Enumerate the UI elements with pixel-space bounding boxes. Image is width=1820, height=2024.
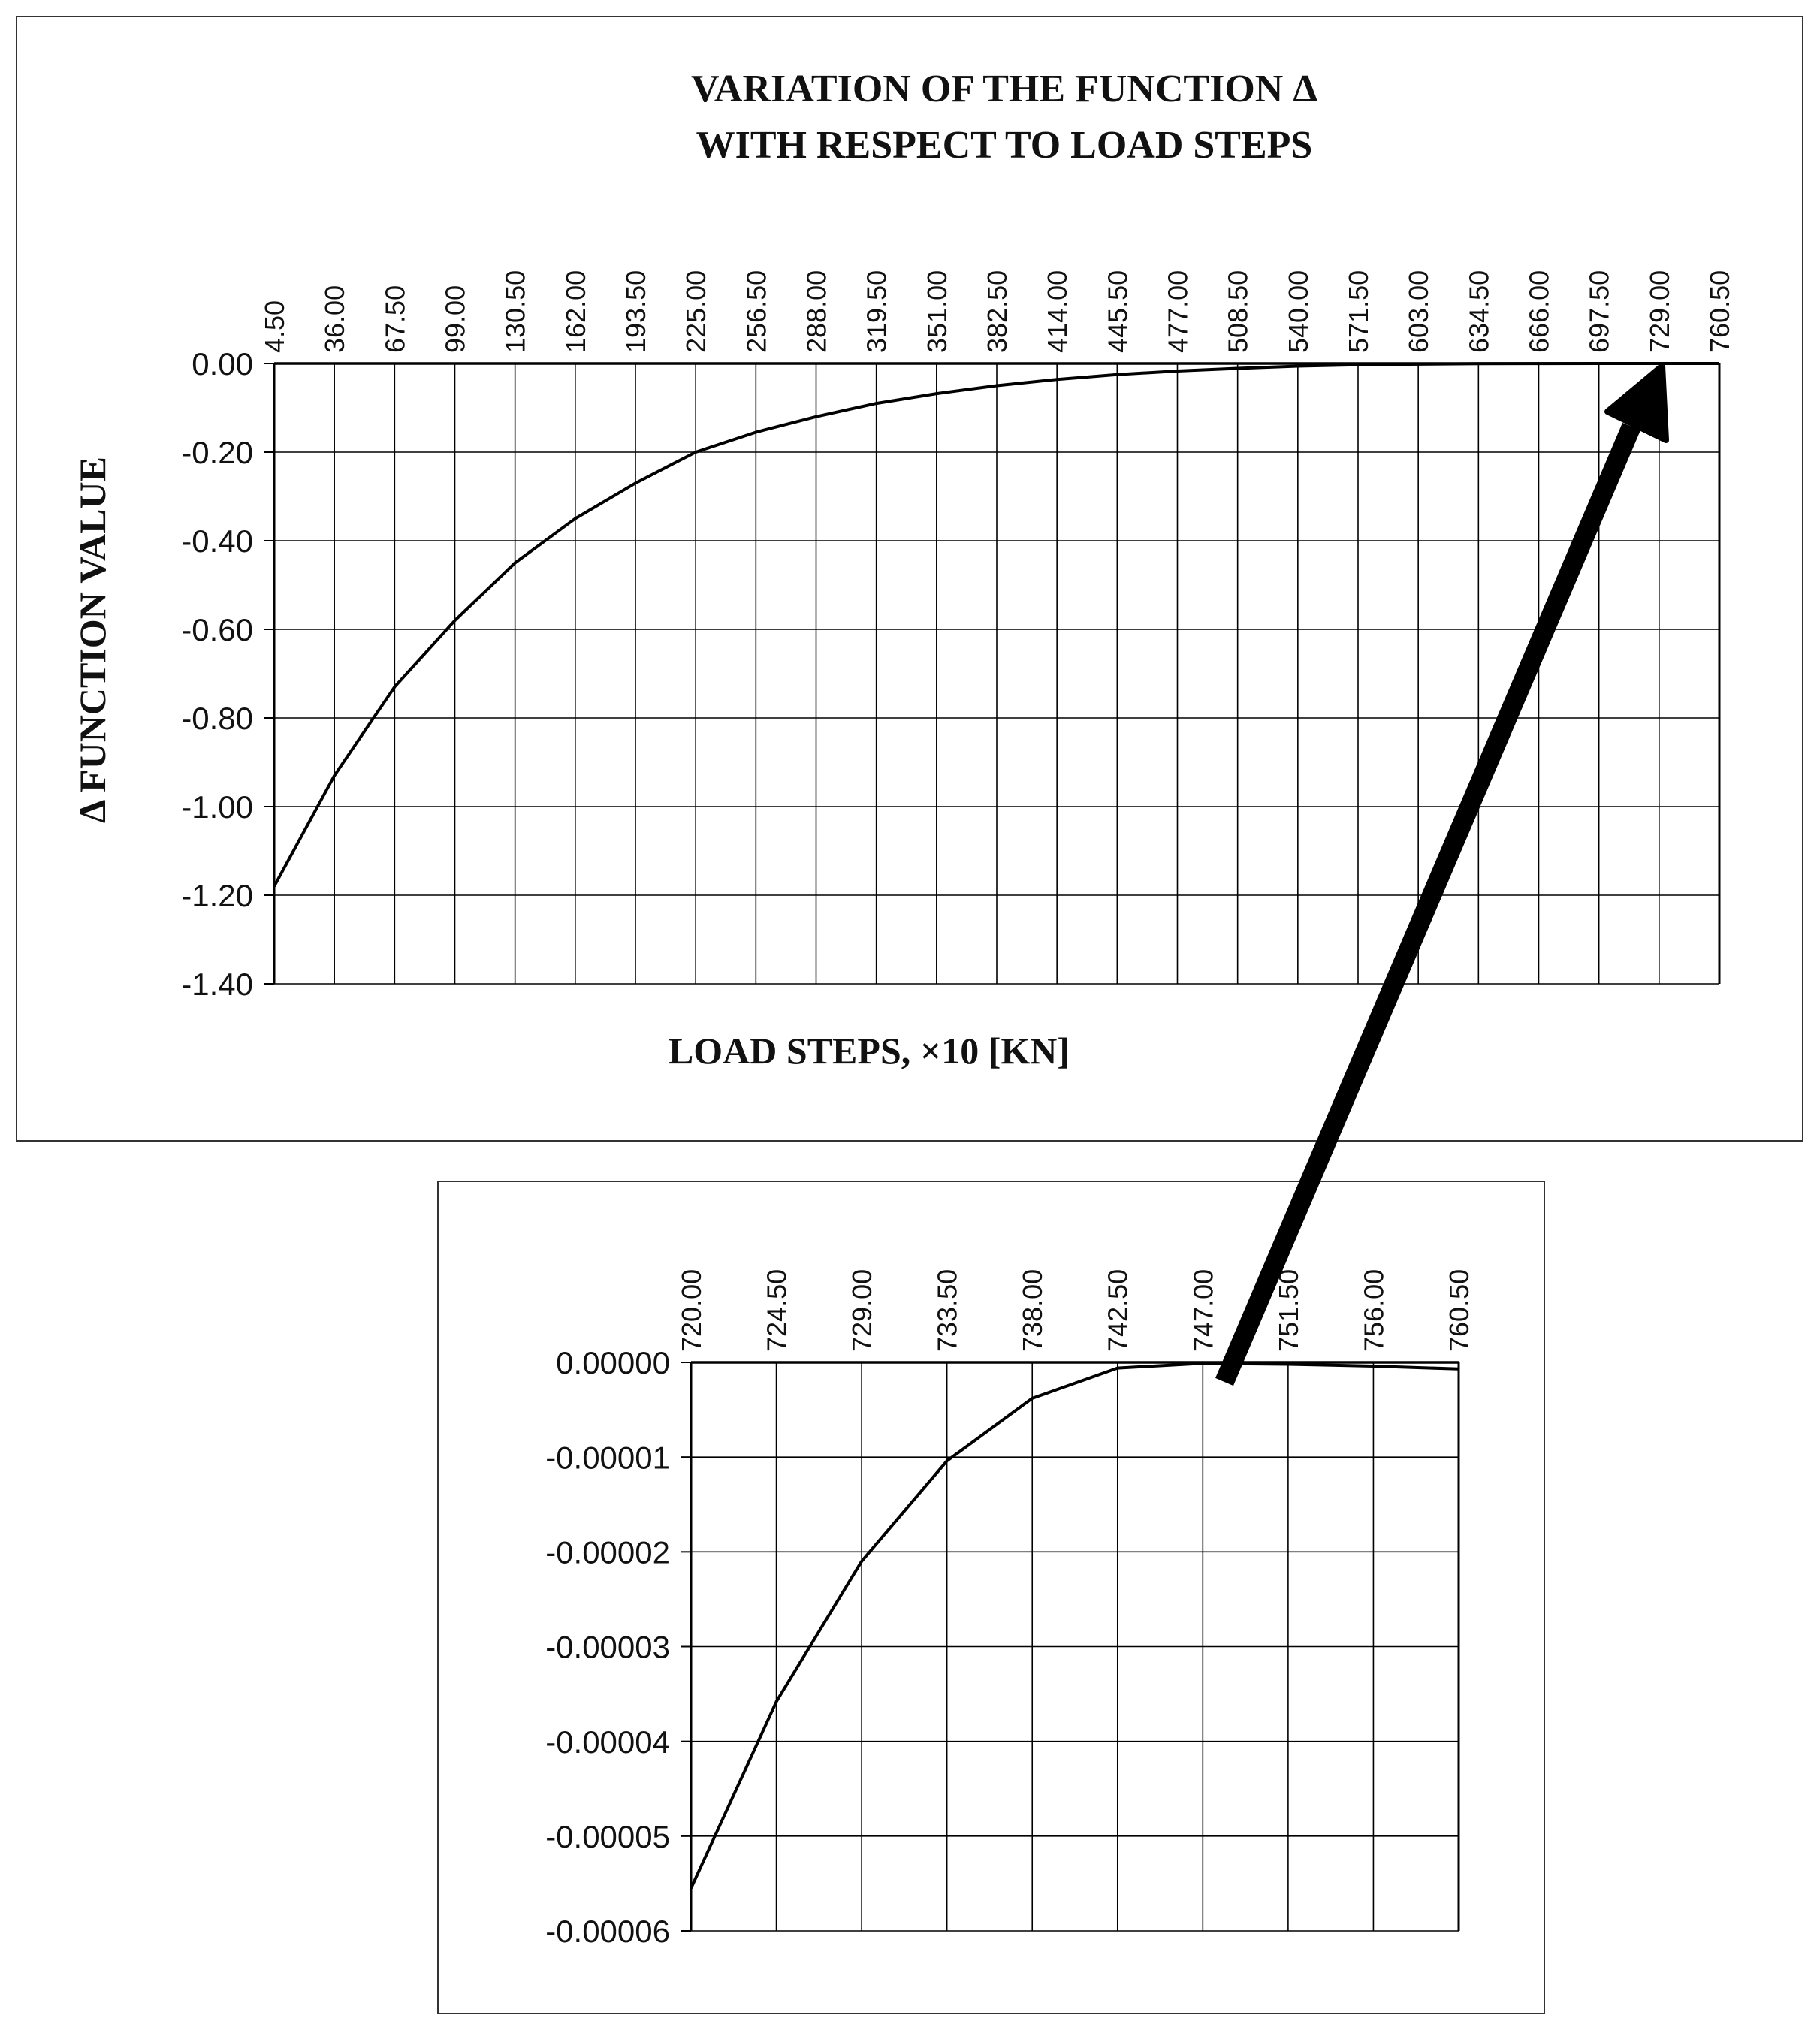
main-x-tick-label: 760.50 bbox=[1704, 270, 1735, 353]
main-y-tick-label: -0.60 bbox=[181, 612, 253, 647]
inset-chart-grid bbox=[681, 1361, 1460, 1932]
inset-y-tick-label: -0.00003 bbox=[545, 1630, 670, 1665]
main-x-tick-label: 666.00 bbox=[1523, 270, 1554, 353]
inset-chart-x-tick-labels: 720.00 724.50 729.00 733.50 738.00 742.50 747.… bbox=[676, 1269, 1474, 1352]
inset-y-tick-label: -0.00001 bbox=[545, 1440, 670, 1475]
main-x-tick-label: 571.50 bbox=[1343, 270, 1374, 353]
main-x-tick-label: 319.50 bbox=[862, 270, 892, 353]
inset-chart-frame bbox=[437, 1181, 1545, 2014]
main-chart-x-tick-labels: 4.50 36.00 67.50 99.00 130.50 162.00 193.50 225… bbox=[259, 270, 1735, 353]
main-x-tick-label: 477.00 bbox=[1162, 270, 1193, 353]
main-x-tick-label: 99.00 bbox=[439, 285, 470, 353]
zoom-arrow-head bbox=[1604, 363, 1669, 443]
inset-y-tick-label: -0.00006 bbox=[545, 1914, 670, 1949]
main-x-tick-label: 508.50 bbox=[1223, 270, 1254, 353]
main-x-tick-label: 445.50 bbox=[1102, 270, 1133, 353]
main-x-tick-label: 193.50 bbox=[620, 270, 651, 353]
main-x-tick-label: 36.00 bbox=[319, 285, 350, 353]
inset-x-tick-label: 720.00 bbox=[676, 1269, 707, 1352]
inset-y-tick-label: -0.00002 bbox=[545, 1534, 670, 1570]
main-chart-grid bbox=[264, 362, 1721, 985]
main-chart-frame bbox=[16, 16, 1803, 1142]
main-chart-x-axis-label: LOAD STEPS, ×10 [KN] bbox=[669, 1030, 1070, 1072]
main-x-tick-label: 540.00 bbox=[1283, 270, 1314, 353]
inset-x-tick-label: 729.00 bbox=[847, 1269, 877, 1352]
inset-series-line-0 bbox=[690, 1362, 1459, 1890]
main-x-tick-label: 162.00 bbox=[560, 270, 591, 353]
main-x-tick-label: 414.00 bbox=[1042, 270, 1073, 353]
main-x-tick-label: 225.00 bbox=[681, 270, 711, 353]
main-chart-title: VARIATION OF THE FUNCTION Δ bbox=[691, 68, 1317, 110]
inset-chart-series bbox=[690, 1362, 1459, 1890]
inset-x-tick-label: 751.50 bbox=[1273, 1269, 1304, 1352]
main-x-tick-label: 729.00 bbox=[1644, 270, 1675, 353]
main-x-tick-label: 130.50 bbox=[500, 270, 531, 353]
inset-x-tick-label: 733.50 bbox=[932, 1269, 963, 1352]
main-x-tick-label: 256.50 bbox=[741, 270, 771, 353]
inset-y-tick-label: -0.00005 bbox=[545, 1819, 670, 1854]
main-x-tick-label: 382.50 bbox=[982, 270, 1013, 353]
main-chart-y-axis-label: Δ FUNCTION VALUE bbox=[71, 457, 113, 823]
main-x-tick-label: 67.50 bbox=[379, 285, 410, 353]
inset-chart-y-tick-labels: 0.00000 -0.00001 -0.00002 -0.00003 -0.00004 -… bbox=[545, 1345, 670, 1949]
main-y-tick-label: -0.40 bbox=[181, 523, 253, 559]
inset-y-tick-label: 0.00000 bbox=[556, 1345, 670, 1380]
zoom-arrow bbox=[1215, 363, 1669, 1386]
main-y-tick-label: -0.20 bbox=[181, 435, 253, 470]
inset-x-tick-label: 724.50 bbox=[762, 1269, 792, 1352]
zoom-arrow-shaft bbox=[1215, 422, 1640, 1386]
inset-x-tick-label: 756.00 bbox=[1358, 1269, 1389, 1352]
inset-x-tick-label: 760.50 bbox=[1444, 1269, 1474, 1352]
inset-y-tick-label: -0.00004 bbox=[545, 1724, 670, 1760]
main-chart-subtitle: WITH RESPECT TO LOAD STEPS bbox=[696, 124, 1313, 167]
main-chart-series bbox=[273, 362, 1720, 888]
main-y-tick-label: 0.00 bbox=[192, 346, 253, 382]
inset-x-tick-label: 747.00 bbox=[1188, 1269, 1218, 1352]
main-y-tick-label: -1.00 bbox=[181, 789, 253, 825]
main-x-tick-label: 351.00 bbox=[922, 270, 952, 353]
main-x-tick-label: 288.00 bbox=[801, 270, 832, 353]
inset-x-tick-label: 738.00 bbox=[1017, 1269, 1048, 1352]
main-x-tick-label: 4.50 bbox=[259, 300, 290, 353]
main-y-tick-label: -0.80 bbox=[181, 701, 253, 736]
main-x-tick-label: 634.50 bbox=[1463, 270, 1494, 353]
main-y-tick-label: -1.20 bbox=[181, 878, 253, 913]
main-x-tick-label: 603.00 bbox=[1403, 270, 1434, 353]
main-chart-y-tick-labels: 0.00 -0.20 -0.40 -0.60 -0.80 -1.00 -1.20 -1.40 bbox=[181, 346, 253, 1002]
inset-x-tick-label: 742.50 bbox=[1103, 1269, 1133, 1352]
main-x-tick-label: 697.50 bbox=[1584, 270, 1615, 353]
main-y-tick-label: -1.40 bbox=[181, 967, 253, 1002]
